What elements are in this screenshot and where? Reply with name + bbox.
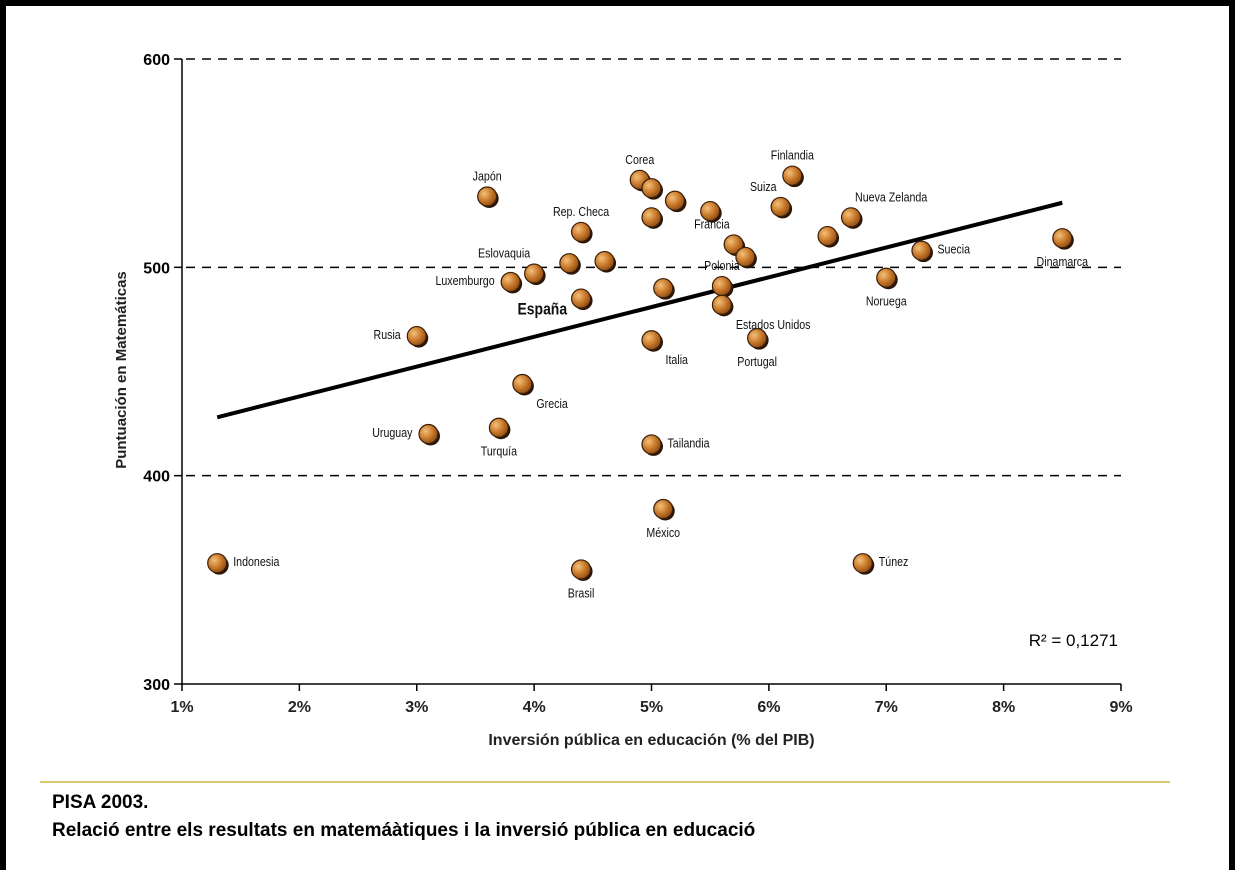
data-point [641, 434, 662, 455]
data-point [782, 165, 803, 186]
point-label: Italia [666, 352, 689, 367]
x-tick-label: 1% [170, 699, 193, 716]
data-point [723, 234, 744, 255]
x-tick-label: 9% [1109, 699, 1132, 716]
data-point [570, 221, 592, 243]
r-squared-annotation: R² = 0,1271 [1029, 631, 1118, 650]
x-tick-label: 2% [288, 699, 311, 716]
data-point [653, 278, 674, 299]
point-label: Grecia [536, 396, 568, 411]
points-layer [207, 165, 1074, 581]
point-label: Nueva Zelanda [855, 189, 928, 204]
point-label: Luxemburgo [435, 273, 495, 288]
x-axis-title: Inversión pública en educación (% del PI… [488, 732, 814, 749]
point-label: Estados Unidos [736, 317, 811, 332]
labels-layer: R² = 0,1271 Indonesia Rusia Uruguay Japón Tur… [233, 148, 1118, 650]
data-point [747, 328, 768, 349]
x-tick-label: 5% [640, 699, 663, 716]
point-label: Polonia [704, 258, 740, 273]
y-axis-title: Puntuación en Matemáticas [113, 271, 130, 469]
x-tick-label: 4% [523, 699, 546, 716]
point-label: Tailandia [668, 435, 710, 450]
data-point [570, 559, 592, 580]
grid-layer [186, 58, 1121, 477]
data-point [500, 271, 521, 293]
y-tick-label: 400 [143, 469, 170, 486]
data-point [653, 498, 674, 520]
data-point [700, 200, 721, 222]
point-label: Corea [625, 152, 654, 167]
data-point [876, 267, 897, 288]
x-tick-label: 3% [405, 699, 428, 716]
y-tick-label: 300 [143, 677, 170, 694]
point-label: Eslovaquia [478, 246, 530, 261]
data-point [594, 250, 615, 272]
caption-separator [40, 781, 1170, 783]
data-point [488, 417, 510, 438]
caption-title: PISA 2003. [52, 792, 149, 813]
point-label: Brasil [568, 585, 595, 600]
data-point [524, 263, 545, 284]
data-point [641, 330, 662, 351]
point-label: Portugal [737, 354, 777, 369]
x-tick-label: 8% [992, 699, 1015, 716]
point-label: Noruega [866, 294, 907, 309]
data-point [770, 196, 791, 218]
caption-subtitle: Relació entre els resultats en matemáàti… [52, 820, 756, 841]
data-point [911, 240, 932, 261]
data-point [1052, 228, 1073, 249]
x-tick-label: 6% [757, 699, 780, 716]
trendline-layer [216, 200, 1063, 420]
x-tick-label: 7% [875, 699, 898, 716]
data-point [559, 253, 580, 274]
data-point [711, 294, 733, 315]
regression-line [216, 200, 1063, 420]
data-point [641, 178, 662, 199]
point-label: Turquía [481, 444, 518, 459]
data-point [852, 553, 873, 574]
data-point [735, 246, 756, 268]
data-point [418, 423, 439, 445]
scatter-chart: 300 400 500 600 1% 2% 3% 4% 5% 6% 7% 8% 9% Inversión … [113, 52, 1133, 749]
point-label: Francia [694, 216, 730, 231]
point-label: España [518, 300, 568, 319]
data-point [840, 207, 862, 228]
point-label: México [646, 525, 680, 540]
point-label: Finlandia [771, 148, 815, 163]
axes: 300 400 500 600 1% 2% 3% 4% 5% 6% 7% 8% 9% Inversión … [113, 52, 1133, 749]
data-point [641, 207, 662, 228]
point-label: Dinamarca [1037, 254, 1089, 269]
data-point [664, 190, 686, 211]
data-point [477, 186, 498, 207]
data-point [512, 373, 533, 395]
y-tick-label: 600 [143, 52, 170, 69]
data-point [711, 275, 733, 297]
point-label: Rep. Checa [553, 204, 610, 219]
point-label: Indonesia [233, 554, 280, 569]
data-point [406, 325, 427, 347]
point-label: Túnez [879, 554, 909, 569]
y-tick-label: 500 [143, 260, 170, 277]
point-label: Uruguay [372, 425, 412, 440]
point-label: Suiza [750, 179, 777, 194]
point-label: Japón [473, 168, 502, 183]
data-point [817, 225, 838, 247]
point-label: Rusia [374, 327, 402, 342]
data-point [570, 288, 592, 309]
data-point [207, 553, 228, 574]
point-label: Suecia [937, 242, 970, 257]
